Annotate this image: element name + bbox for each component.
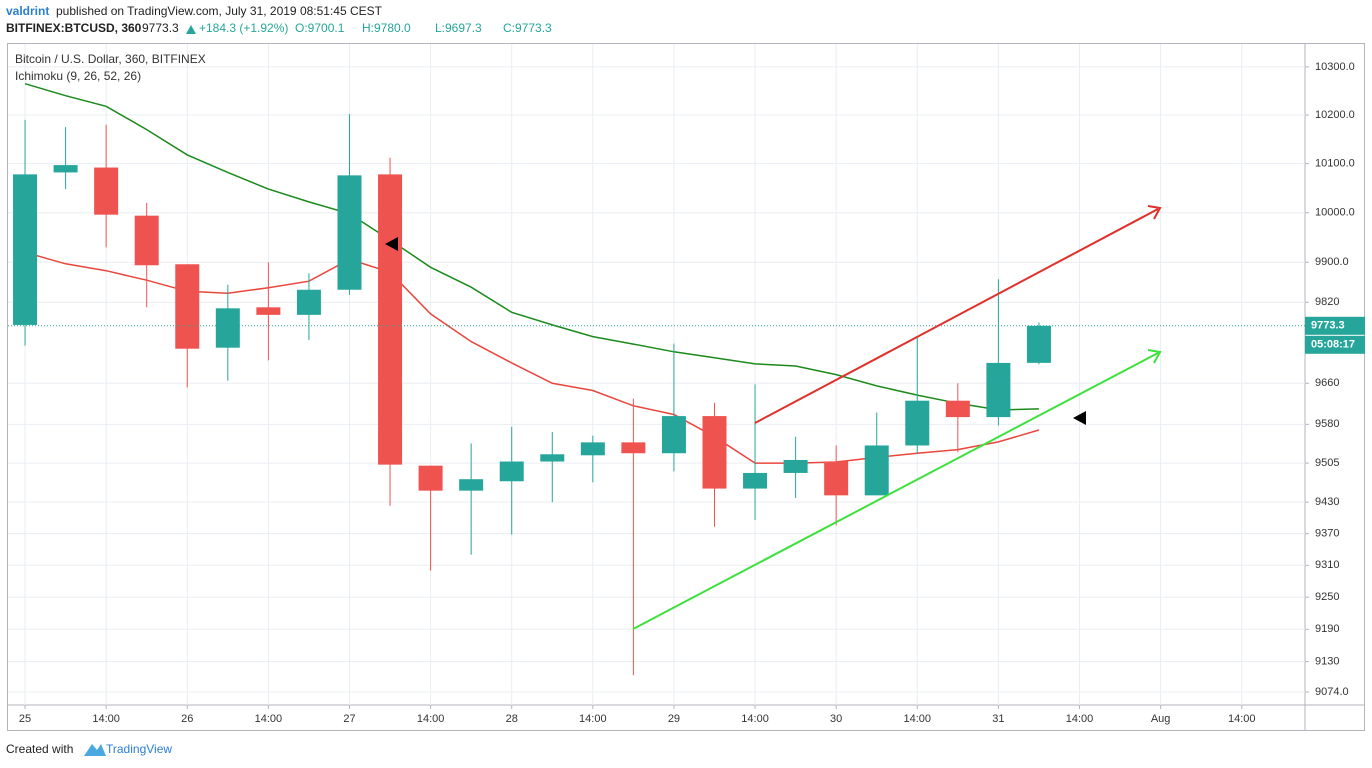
candle-body — [1026, 325, 1051, 363]
candle-body — [824, 461, 849, 496]
chart-title: Bitcoin / U.S. Dollar, 360, BITFINEX — [15, 52, 206, 66]
y-tick-label: 10300.0 — [1315, 61, 1355, 73]
x-tick-label: 14:00 — [579, 713, 607, 725]
candle-body — [702, 416, 727, 489]
countdown-box — [1305, 335, 1365, 354]
brand: TradingView — [106, 742, 172, 756]
countdown-label: 05:08:17 — [1311, 339, 1355, 351]
candle-body — [905, 400, 930, 446]
x-tick-label: 26 — [181, 713, 193, 725]
candle-body — [499, 461, 524, 482]
candle-body — [337, 175, 362, 290]
candle-body — [459, 479, 484, 491]
trend-line-red — [754, 208, 1159, 424]
candle-body — [418, 465, 443, 491]
ohlc-close: C:9773.3 — [503, 21, 552, 35]
y-tick-label: 9074.0 — [1315, 686, 1349, 698]
trend-line-green — [632, 352, 1159, 630]
up-arrow — [186, 25, 196, 34]
y-tick-label: 9310 — [1315, 559, 1339, 571]
x-tick-label: 28 — [506, 713, 518, 725]
ohlc-open: O:9700.1 — [295, 21, 345, 35]
frame — [7, 43, 1365, 731]
symbol: BITFINEX:BTCUSD, 360 — [6, 21, 142, 35]
candle-body — [864, 445, 889, 496]
candle-body — [134, 215, 159, 266]
indicator: Ichimoku (9, 26, 52, 26) — [15, 69, 141, 83]
x-tick-label: 25 — [19, 713, 31, 725]
x-tick-label: Aug — [1151, 713, 1171, 725]
last: 9773.3 — [142, 21, 179, 35]
y-tick-label: 10200.0 — [1315, 109, 1355, 121]
y-tick-label: 9900.0 — [1315, 256, 1349, 268]
x-tick-label: 14:00 — [1066, 713, 1094, 725]
candle-body — [215, 308, 240, 348]
ohlc-high: H:9780.0 — [362, 21, 411, 35]
y-tick-label: 9430 — [1315, 496, 1339, 508]
candle-body — [53, 165, 78, 173]
x-tick-label: 27 — [343, 713, 355, 725]
candle-body — [661, 416, 686, 454]
marker — [385, 237, 398, 251]
candle-body — [580, 442, 605, 456]
candle-body — [378, 174, 403, 465]
y-tick-label: 9130 — [1315, 656, 1339, 668]
candle-body — [296, 289, 321, 315]
x-tick-label: 31 — [992, 713, 1004, 725]
created-with: Created with — [6, 742, 73, 756]
x-tick-label: 14:00 — [904, 713, 932, 725]
candle-body — [94, 167, 119, 215]
logo — [84, 744, 106, 756]
candle-body — [945, 400, 970, 418]
published: published on TradingView.com, July 31, 2… — [56, 4, 383, 18]
ohlc-low: L:9697.3 — [435, 21, 482, 35]
y-tick-label: 9505 — [1315, 457, 1339, 469]
arrow-head-green — [1147, 349, 1162, 364]
arrow-head-red — [1147, 205, 1162, 220]
candle-body — [13, 174, 38, 325]
y-tick-label: 10000.0 — [1315, 207, 1355, 219]
y-tick-label: 9820 — [1315, 296, 1339, 308]
x-tick-label: 14:00 — [92, 713, 120, 725]
candle-body — [175, 264, 200, 349]
candle-body — [621, 442, 646, 454]
x-tick-label: 14:00 — [1228, 713, 1256, 725]
candle-body — [256, 307, 281, 315]
x-tick-label: 14:00 — [417, 713, 445, 725]
indicator-line — [24, 82, 1039, 411]
x-tick-label: 14:00 — [255, 713, 283, 725]
x-tick-label: 30 — [830, 713, 842, 725]
change: +184.3 (+1.92%) — [199, 21, 288, 35]
y-tick-label: 9190 — [1315, 623, 1339, 635]
candle-body — [986, 362, 1011, 418]
y-tick-label: 10100.0 — [1315, 158, 1355, 170]
author: valdrint — [6, 4, 49, 18]
y-tick-label: 9370 — [1315, 528, 1339, 540]
x-tick-label: 29 — [668, 713, 680, 725]
candle-body — [743, 472, 768, 489]
y-tick-label: 9250 — [1315, 591, 1339, 603]
marker — [1073, 411, 1086, 425]
candle-body — [783, 459, 808, 473]
candle-body — [540, 454, 565, 462]
y-tick-label: 9580 — [1315, 418, 1339, 430]
last-price-box — [1305, 316, 1365, 335]
last-price-label: 9773.3 — [1311, 320, 1345, 332]
y-tick-label: 9660 — [1315, 377, 1339, 389]
x-tick-label: 14:00 — [741, 713, 769, 725]
